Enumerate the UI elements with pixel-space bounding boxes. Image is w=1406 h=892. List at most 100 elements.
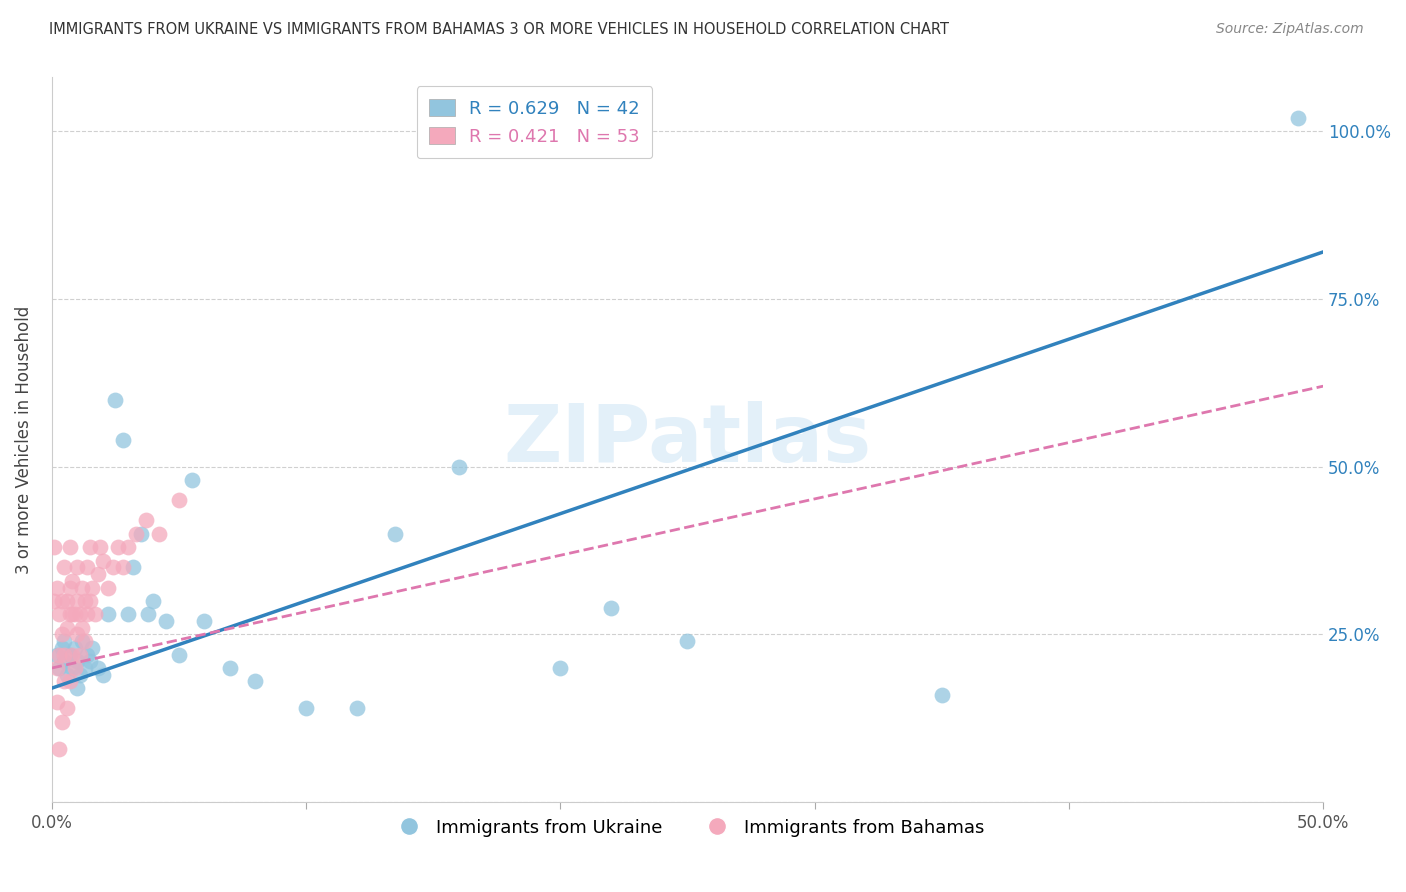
Point [600,600,623,615]
Text: ZIPatlas: ZIPatlas [503,401,872,479]
Point [86,661,108,675]
Point [56,594,79,608]
Legend: Immigrants from Ukraine, Immigrants from Bahamas: Immigrants from Ukraine, Immigrants from… [384,812,991,844]
Point [676,634,699,648]
Point [384,526,406,541]
Point [447,459,470,474]
Point [72,621,94,635]
Point [60,661,83,675]
Point [45,648,67,662]
Point [107,540,129,554]
Point [82,581,104,595]
Point [124,526,146,541]
Point [73,661,96,675]
Point [53,560,76,574]
Point [58,540,80,554]
Point [58,607,80,622]
Point [84,607,107,622]
Point [104,392,127,407]
Point [135,513,157,527]
Point [48,661,70,675]
Point [66,654,89,668]
Point [58,674,80,689]
Point [73,594,96,608]
Point [193,614,215,628]
Point [51,627,73,641]
Point [51,594,73,608]
Point [931,688,953,702]
Point [79,594,101,608]
Point [91,554,114,568]
Point [76,560,98,574]
Point [45,581,67,595]
Point [167,493,190,508]
Point [111,560,134,574]
Point [58,581,80,595]
Point [218,661,240,675]
Point [53,654,76,668]
Point [66,681,89,695]
Point [142,594,165,608]
Point [69,667,91,681]
Point [45,661,67,675]
Point [550,661,572,675]
Point [346,701,368,715]
Point [45,695,67,709]
Point [243,674,266,689]
Point [129,526,152,541]
Point [122,560,145,574]
Point [86,567,108,582]
Point [180,473,202,487]
Point [63,661,86,675]
Point [56,667,79,681]
Point [111,433,134,447]
Point [117,607,139,622]
Point [97,607,120,622]
Point [56,621,79,635]
Point [72,634,94,648]
Point [138,607,160,622]
Point [53,634,76,648]
Point [82,640,104,655]
Point [48,607,70,622]
Point [167,648,190,662]
Point [72,581,94,595]
Point [101,560,124,574]
Point [53,674,76,689]
Point [89,540,111,554]
Point [69,607,91,622]
Point [51,640,73,655]
Point [76,648,98,662]
Text: Source: ZipAtlas.com: Source: ZipAtlas.com [1216,22,1364,37]
Point [48,648,70,662]
Point [60,574,83,588]
Point [79,654,101,668]
Point [53,648,76,662]
Point [66,560,89,574]
Point [66,594,89,608]
Text: IMMIGRANTS FROM UKRAINE VS IMMIGRANTS FROM BAHAMAS 3 OR MORE VEHICLES IN HOUSEHO: IMMIGRANTS FROM UKRAINE VS IMMIGRANTS FR… [49,22,949,37]
Point [63,640,86,655]
Point [295,701,318,715]
Point [44,540,66,554]
Point [56,701,79,715]
Point [60,648,83,662]
Point [58,648,80,662]
Point [79,540,101,554]
Point [48,741,70,756]
Point [51,714,73,729]
Point [69,648,91,662]
Point [155,614,177,628]
Point [91,667,114,681]
Y-axis label: 3 or more Vehicles in Household: 3 or more Vehicles in Household [15,306,32,574]
Point [44,594,66,608]
Point [60,607,83,622]
Point [148,526,170,541]
Point [76,607,98,622]
Point [97,581,120,595]
Point [1286,111,1309,125]
Point [117,540,139,554]
Point [66,627,89,641]
Point [63,607,86,622]
Point [73,634,96,648]
